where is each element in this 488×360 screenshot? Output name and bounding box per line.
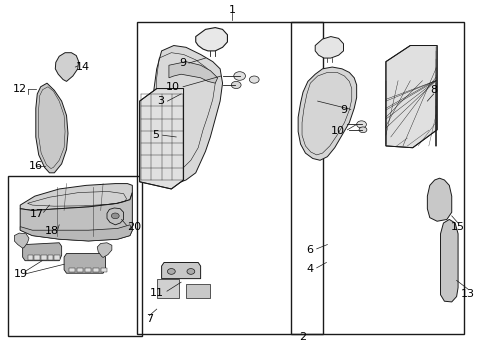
Polygon shape	[36, 83, 68, 173]
Bar	[54, 255, 60, 260]
Polygon shape	[97, 243, 112, 257]
Bar	[69, 268, 75, 272]
Text: 11: 11	[150, 288, 163, 298]
Text: 15: 15	[450, 222, 464, 232]
Text: 10: 10	[166, 82, 180, 93]
Text: 2: 2	[298, 332, 305, 342]
Polygon shape	[195, 28, 227, 51]
Bar	[34, 255, 40, 260]
Polygon shape	[427, 178, 451, 221]
Text: 1: 1	[228, 5, 235, 15]
Bar	[290, 22, 463, 334]
Bar	[93, 268, 99, 272]
Bar	[84, 268, 90, 272]
Polygon shape	[64, 253, 105, 273]
Polygon shape	[20, 184, 132, 211]
Bar	[137, 22, 322, 334]
Text: 5: 5	[152, 130, 159, 140]
Polygon shape	[440, 220, 457, 302]
Text: 18: 18	[44, 226, 59, 236]
Text: 9: 9	[179, 58, 185, 68]
Bar	[27, 255, 33, 260]
Bar	[41, 255, 47, 260]
Polygon shape	[385, 45, 436, 148]
Circle shape	[167, 269, 175, 274]
Text: 9: 9	[340, 105, 347, 115]
Circle shape	[231, 81, 241, 89]
Polygon shape	[20, 193, 132, 241]
Polygon shape	[168, 62, 217, 83]
Bar	[8, 176, 142, 336]
Polygon shape	[140, 89, 183, 189]
Bar	[101, 268, 106, 272]
Text: 12: 12	[13, 84, 27, 94]
Polygon shape	[185, 284, 210, 298]
Circle shape	[249, 76, 259, 83]
Text: 6: 6	[306, 245, 313, 255]
Text: 16: 16	[29, 161, 43, 171]
Polygon shape	[161, 262, 200, 279]
Polygon shape	[22, 243, 61, 261]
Circle shape	[356, 121, 366, 128]
Text: 20: 20	[127, 222, 142, 231]
Circle shape	[358, 127, 366, 133]
Polygon shape	[107, 208, 123, 225]
Polygon shape	[157, 279, 178, 298]
Text: 4: 4	[306, 264, 313, 274]
Circle shape	[111, 213, 119, 219]
Circle shape	[186, 269, 194, 274]
Text: 14: 14	[76, 62, 90, 72]
Polygon shape	[20, 225, 132, 241]
Circle shape	[233, 72, 245, 80]
Polygon shape	[315, 37, 343, 58]
Polygon shape	[147, 45, 222, 184]
Polygon shape	[14, 233, 29, 248]
Polygon shape	[149, 142, 173, 158]
Bar	[47, 255, 53, 260]
Bar	[77, 268, 82, 272]
Polygon shape	[55, 53, 79, 81]
Text: 17: 17	[30, 209, 44, 219]
Text: 8: 8	[429, 85, 436, 95]
Text: 10: 10	[330, 126, 344, 136]
Text: 3: 3	[157, 96, 164, 106]
Text: 13: 13	[460, 289, 474, 299]
Text: 7: 7	[145, 314, 153, 324]
Text: 19: 19	[13, 269, 27, 279]
Polygon shape	[298, 67, 356, 160]
